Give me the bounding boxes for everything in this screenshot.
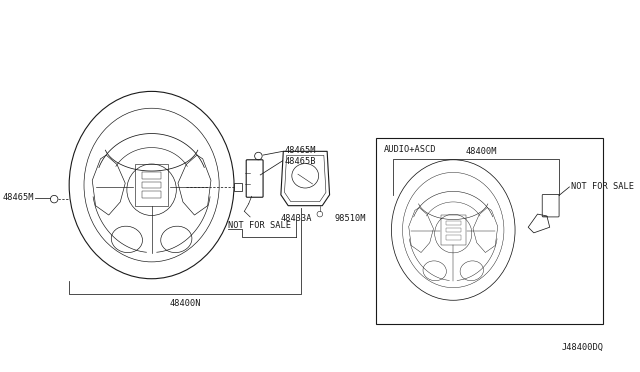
Bar <box>234 183 241 191</box>
Bar <box>141 172 161 179</box>
Text: 48465B: 48465B <box>285 157 316 166</box>
Text: AUDIO+ASCD: AUDIO+ASCD <box>384 145 436 154</box>
Text: 48465M: 48465M <box>285 146 316 155</box>
Text: 48400M: 48400M <box>465 147 497 156</box>
Text: NOT FOR SALE: NOT FOR SALE <box>228 221 291 230</box>
Bar <box>376 138 603 324</box>
Text: 48433A: 48433A <box>280 214 312 223</box>
Bar <box>446 235 461 240</box>
Bar <box>141 191 161 198</box>
Bar <box>446 221 461 225</box>
Text: NOT FOR SALE: NOT FOR SALE <box>572 182 634 190</box>
Bar <box>441 215 465 246</box>
Text: 48465M: 48465M <box>2 193 33 202</box>
Text: 98510M: 98510M <box>334 214 366 223</box>
Bar <box>135 164 168 206</box>
Text: J48400DQ: J48400DQ <box>561 343 603 352</box>
Text: 48400N: 48400N <box>169 299 200 308</box>
Bar <box>141 182 161 188</box>
Bar <box>446 228 461 232</box>
